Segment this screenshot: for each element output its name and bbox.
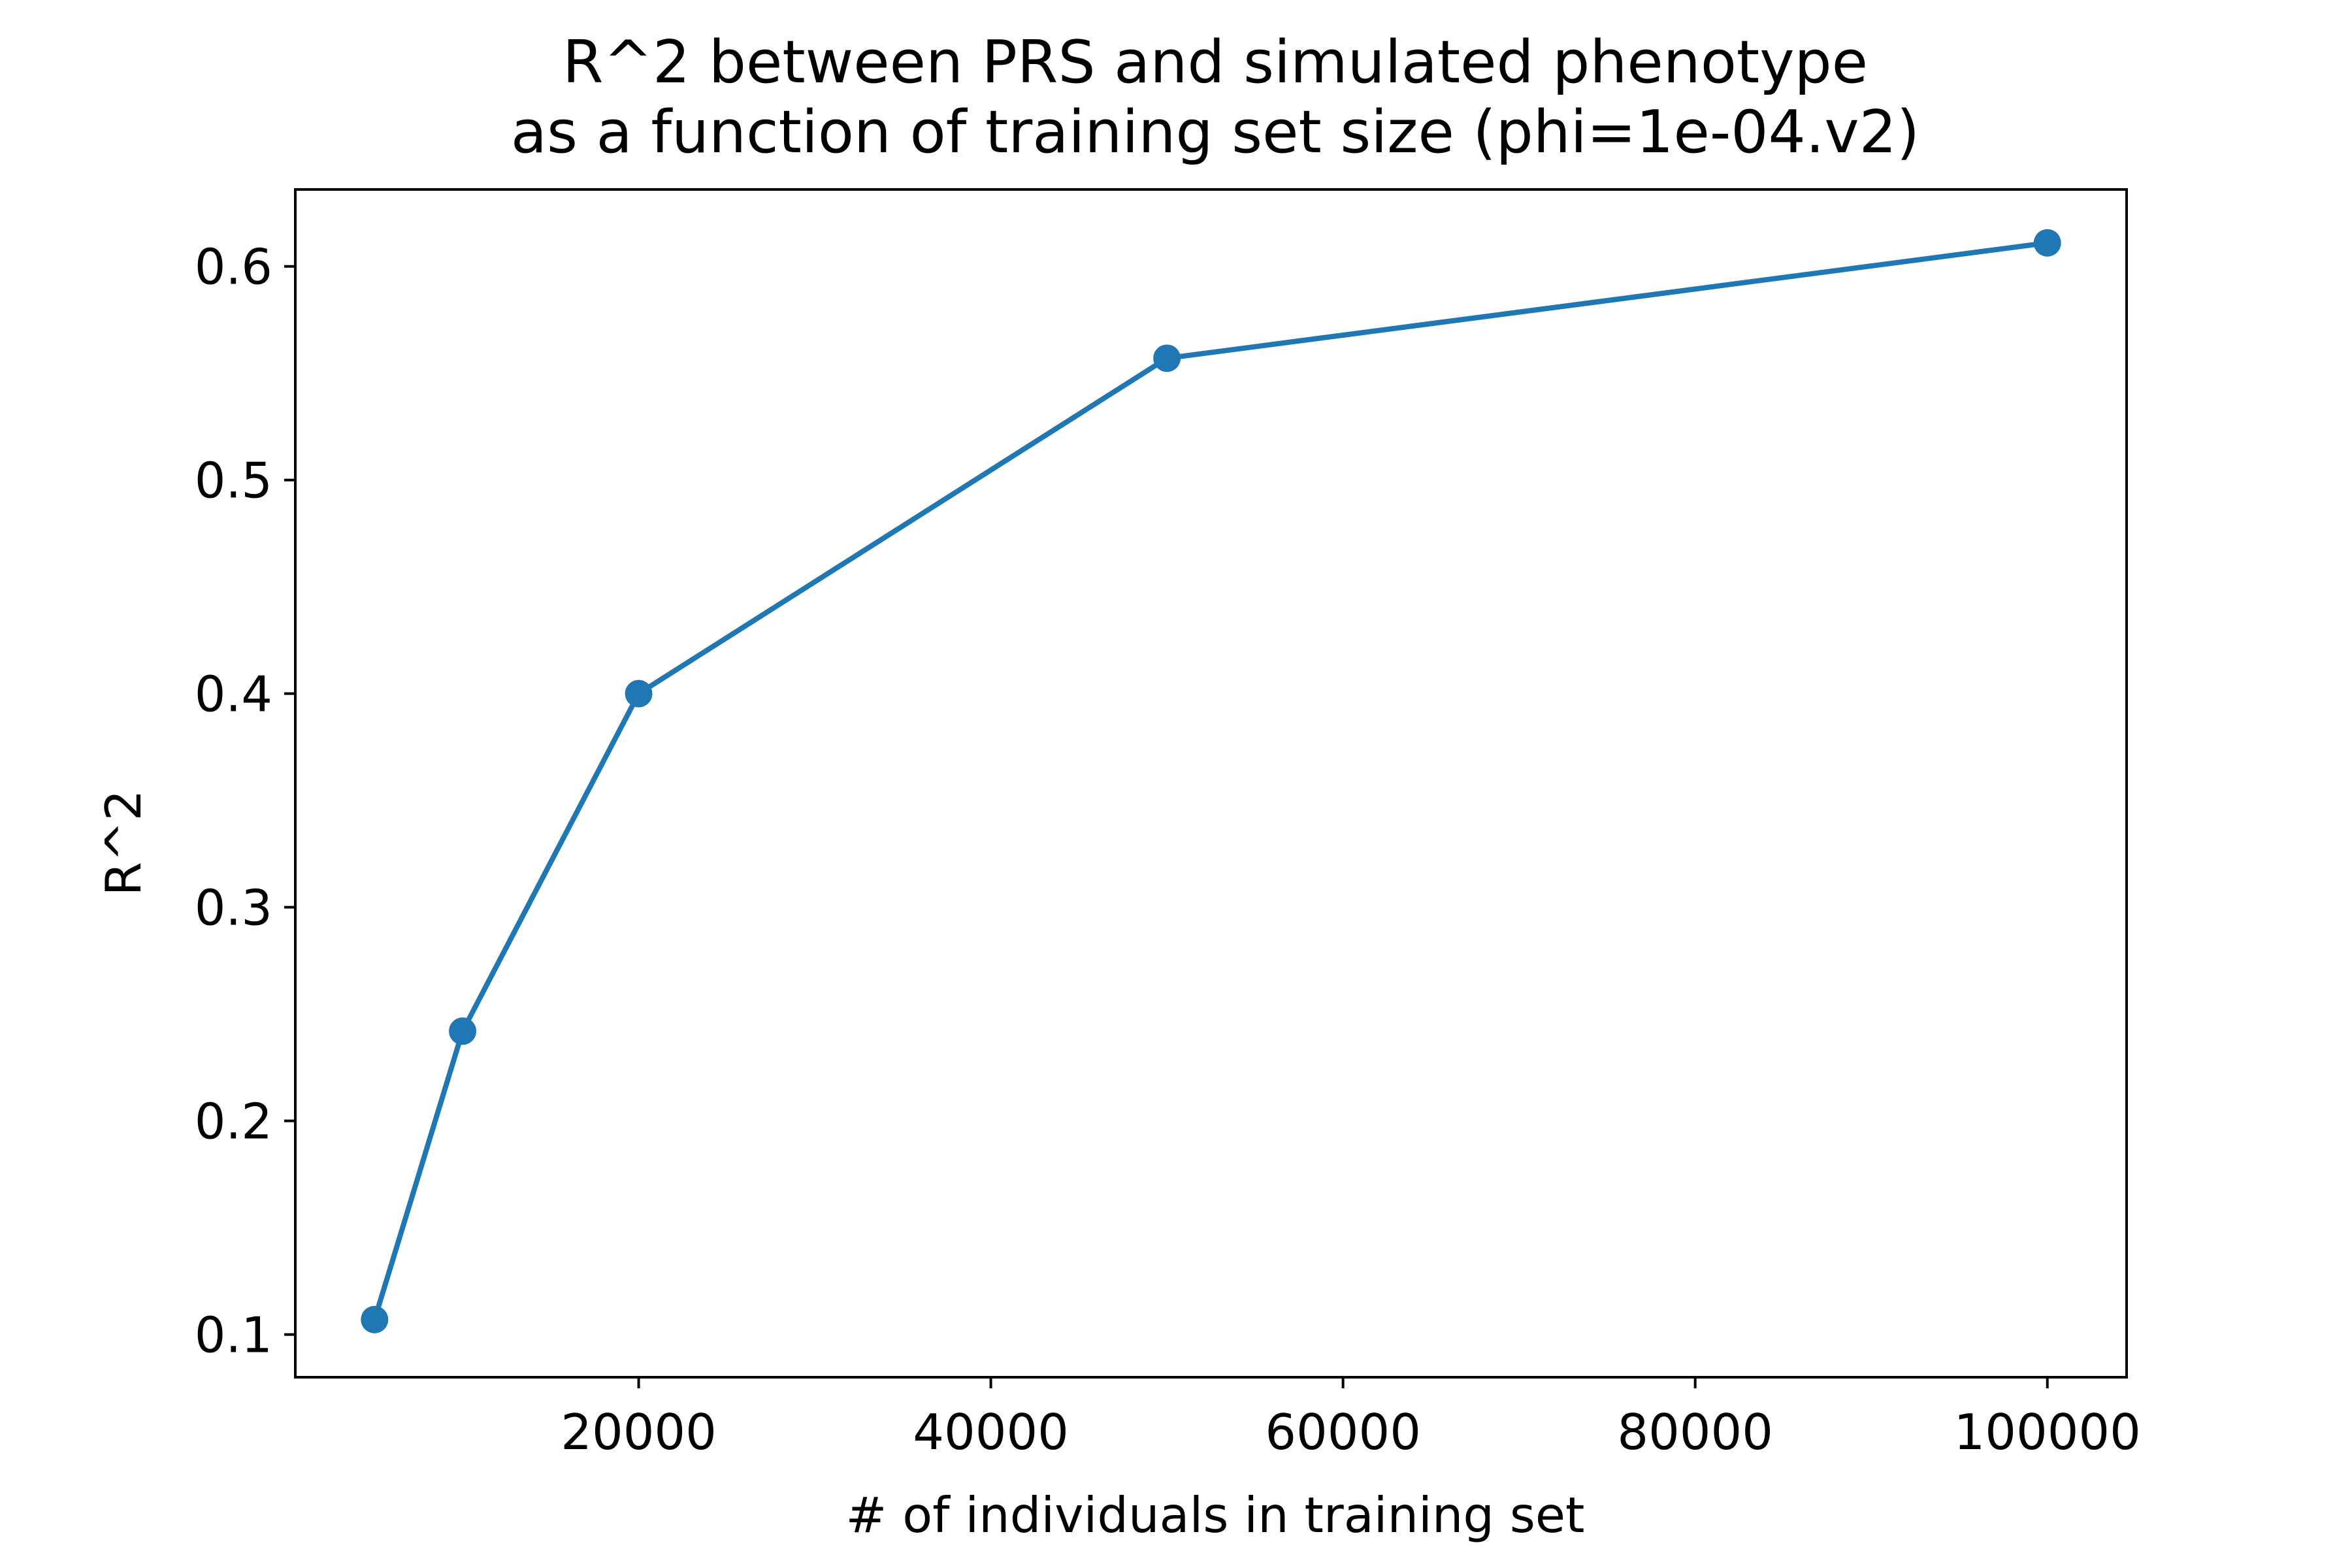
y-tick-label: 0.3 — [195, 879, 272, 937]
x-tick-label: 60000 — [1265, 1403, 1421, 1461]
y-tick-label: 0.5 — [195, 452, 272, 510]
y-tick-label: 0.2 — [195, 1093, 272, 1151]
axes-frame — [294, 188, 2128, 1379]
y-tick-label: 0.4 — [195, 666, 272, 723]
x-tick-label: 20000 — [561, 1403, 717, 1461]
data-point — [449, 1017, 477, 1045]
data-point — [361, 1305, 389, 1333]
data-point — [1153, 344, 1181, 372]
plot-area: 0.1 0.2 0.3 0.4 0.5 0.6 20000 40000 60000 80000 10… — [195, 188, 2141, 1461]
data-point — [2033, 229, 2061, 257]
y-tick-label: 0.1 — [195, 1307, 272, 1364]
x-tick-label: 80000 — [1617, 1403, 1773, 1461]
x-tick-label: 100000 — [1954, 1403, 2141, 1461]
series-line — [371, 240, 2051, 1323]
data-point — [625, 679, 653, 708]
y-tick-label: 0.6 — [195, 238, 272, 296]
x-tick-label: 40000 — [913, 1403, 1069, 1461]
y-axis-label: R^2 — [95, 790, 152, 896]
chart-title-line-1: R^2 between PRS and simulated phenotype — [563, 28, 1868, 97]
chart-title-line-2: as a function of training set size (phi=… — [511, 98, 1919, 167]
x-axis-label: # of individuals in training set — [846, 1486, 1585, 1544]
